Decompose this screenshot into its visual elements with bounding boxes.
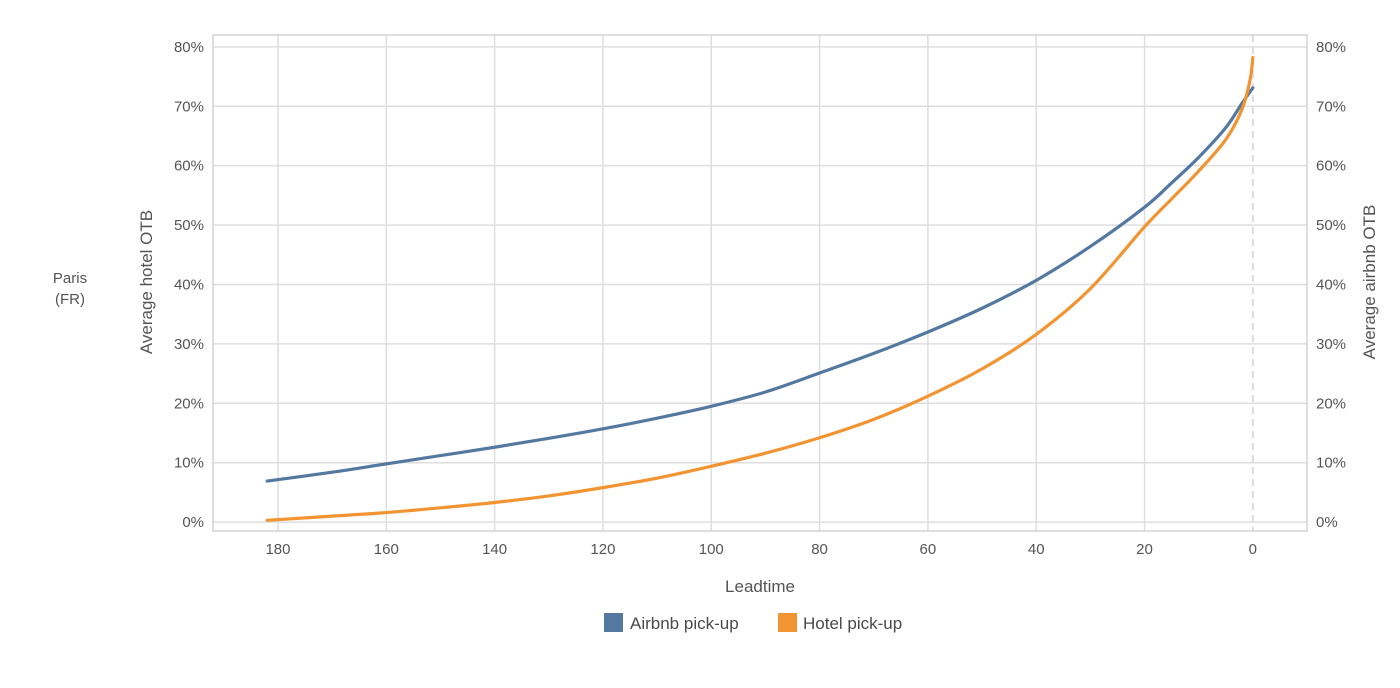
location-label-country: (FR) <box>55 291 85 308</box>
location-label-city: Paris <box>53 270 87 287</box>
y-tick-label-left: 0% <box>182 514 204 531</box>
plot-border <box>212 34 1308 532</box>
x-tick-label: 140 <box>482 541 507 558</box>
x-tick-label: 40 <box>1028 541 1045 558</box>
legend: Airbnb pick-up Hotel pick-up <box>604 613 902 633</box>
y-tick-label-left: 80% <box>174 39 204 56</box>
x-tick-label: 0 <box>1249 541 1257 558</box>
tick-labels: 0% 0% 10% 10% 20% 20% 30% 30% 40% 40% 50% 50% 60% 60%… <box>174 39 1346 558</box>
x-tick-label: 100 <box>699 541 724 558</box>
y-tick-label-right: 80% <box>1316 39 1346 56</box>
legend-label-airbnb: Airbnb pick-up <box>630 614 739 633</box>
x-axis-title: Leadtime <box>725 577 795 596</box>
y-tick-label-right: 40% <box>1316 276 1346 293</box>
y-tick-label-left: 40% <box>174 276 204 293</box>
y-tick-label-left: 20% <box>174 395 204 412</box>
x-tick-label: 60 <box>920 541 937 558</box>
series-line-hotel-pick-up <box>265 55 1255 522</box>
x-tick-label: 120 <box>590 541 615 558</box>
y-tick-label-right: 30% <box>1316 336 1346 353</box>
y-tick-label-right: 10% <box>1316 455 1346 472</box>
legend-item-airbnb[interactable]: Airbnb pick-up <box>604 613 739 633</box>
y-tick-label-left: 10% <box>174 455 204 472</box>
series-line-airbnb-pick-up <box>265 86 1255 483</box>
x-tick-label: 20 <box>1136 541 1153 558</box>
x-tick-label: 80 <box>811 541 828 558</box>
y-tick-label-right: 70% <box>1316 98 1346 115</box>
x-tick-label: 160 <box>374 541 399 558</box>
legend-item-hotel[interactable]: Hotel pick-up <box>778 613 902 633</box>
y-tick-label-left: 30% <box>174 336 204 353</box>
plot-frame <box>212 34 1308 532</box>
grid-layer <box>213 35 1307 531</box>
y-tick-label-right: 0% <box>1316 514 1338 531</box>
y-tick-label-left: 70% <box>174 98 204 115</box>
x-tick-label: 180 <box>265 541 290 558</box>
y-tick-label-right: 20% <box>1316 395 1346 412</box>
y-tick-label-left: 50% <box>174 217 204 234</box>
series-layer <box>265 55 1255 522</box>
legend-label-hotel: Hotel pick-up <box>803 614 902 633</box>
y-tick-label-left: 60% <box>174 158 204 175</box>
y-axis-right-title: Average airbnb OTB <box>1360 205 1379 360</box>
legend-swatch-airbnb <box>604 613 623 632</box>
y-tick-label-right: 60% <box>1316 158 1346 175</box>
y-tick-label-right: 50% <box>1316 217 1346 234</box>
y-axis-left-title: Average hotel OTB <box>137 210 156 354</box>
legend-swatch-hotel <box>778 613 797 632</box>
